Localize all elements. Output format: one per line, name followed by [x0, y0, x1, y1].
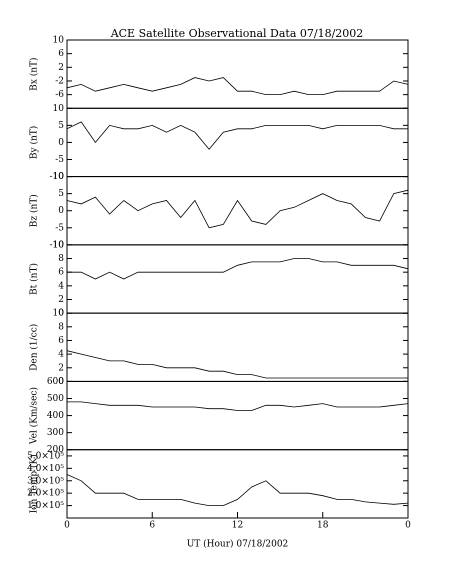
y-tick-label: 4 — [58, 281, 64, 291]
y-axis-label: Bx (nT) — [29, 57, 40, 90]
panel-frame — [66, 176, 409, 246]
y-axis-label: Ion Temp (K) — [29, 454, 40, 513]
y-tick-label: 600 — [47, 377, 64, 387]
panel-frame — [66, 107, 409, 178]
y-tick-label: 400 — [47, 411, 64, 421]
y-tick-label: 0 — [58, 377, 64, 387]
series-line — [66, 189, 409, 229]
y-tick-label: 6 — [58, 49, 64, 59]
series-line — [67, 258, 409, 280]
y-axis-label: Vel (Km/sec) — [29, 387, 40, 445]
y-tick-label: 0 — [58, 206, 64, 216]
y-tick-label: 2 — [58, 295, 64, 305]
y-axis-label: Bz (nT) — [29, 194, 40, 227]
y-tick-label: 6 — [58, 336, 64, 346]
y-tick-label: 8 — [58, 254, 64, 264]
y-tick-label: 10 — [53, 172, 65, 182]
y-tick-label: -2 — [55, 76, 64, 86]
panel-frame — [66, 380, 409, 451]
x-tick-label: 12 — [232, 521, 243, 531]
y-tick-label: 2 — [58, 363, 64, 373]
y-tick-label: -6 — [55, 90, 64, 100]
y-tick-label: 4.0×10⁵ — [27, 464, 64, 474]
series-line — [66, 474, 409, 506]
y-tick-label: 200 — [47, 445, 64, 455]
y-tick-label: 5.0×10⁵ — [27, 451, 64, 461]
x-tick-label: 0 — [64, 521, 70, 531]
y-tick-label: 10 — [53, 36, 65, 46]
series-line — [66, 121, 408, 150]
y-tick-label: 5 — [58, 121, 64, 131]
y-tick-label: 0 — [58, 138, 64, 148]
y-tick-label: -10 — [50, 172, 65, 182]
series-line — [66, 77, 409, 95]
y-axis-label: Den (1/cc) — [29, 324, 40, 371]
y-axis-label: Bt (nT) — [29, 263, 40, 295]
series-line — [67, 401, 409, 411]
panel-frame — [66, 244, 409, 314]
x-tick-label: 6 — [149, 521, 155, 531]
x-tick-label: 0 — [405, 521, 411, 531]
chart-title: ACE Satellite Observational Data 07/18/2… — [110, 27, 364, 40]
x-tick-label: 18 — [317, 521, 329, 531]
y-tick-label: 4 — [58, 350, 64, 360]
panel-frame — [66, 449, 409, 519]
y-tick-label: 2.0×10⁵ — [27, 489, 64, 499]
y-tick-label: -10 — [50, 240, 65, 250]
y-tick-label: 6 — [58, 268, 64, 278]
y-tick-label: 5 — [58, 189, 64, 199]
y-tick-label: 8 — [58, 322, 64, 332]
y-tick-label: 300 — [47, 428, 64, 438]
series-line — [66, 350, 408, 379]
panel-frame — [66, 312, 409, 382]
y-tick-label: -5 — [55, 155, 64, 165]
y-tick-label: 2 — [58, 63, 64, 73]
panel-frame — [66, 39, 409, 109]
y-tick-label: 10 — [53, 309, 65, 319]
y-tick-label: 0 — [58, 309, 64, 319]
x-axis-label: UT (Hour) 07/18/2002 — [187, 539, 289, 550]
y-tick-label: 10 — [53, 240, 65, 250]
y-tick-label: 500 — [47, 394, 64, 404]
y-tick-label: 10 — [53, 104, 65, 114]
y-tick-label: 1.0×10⁵ — [27, 501, 64, 511]
y-tick-label: -5 — [55, 223, 64, 233]
y-tick-label: 3.0×10⁵ — [27, 476, 64, 486]
y-axis-label: By (nT) — [29, 126, 40, 159]
